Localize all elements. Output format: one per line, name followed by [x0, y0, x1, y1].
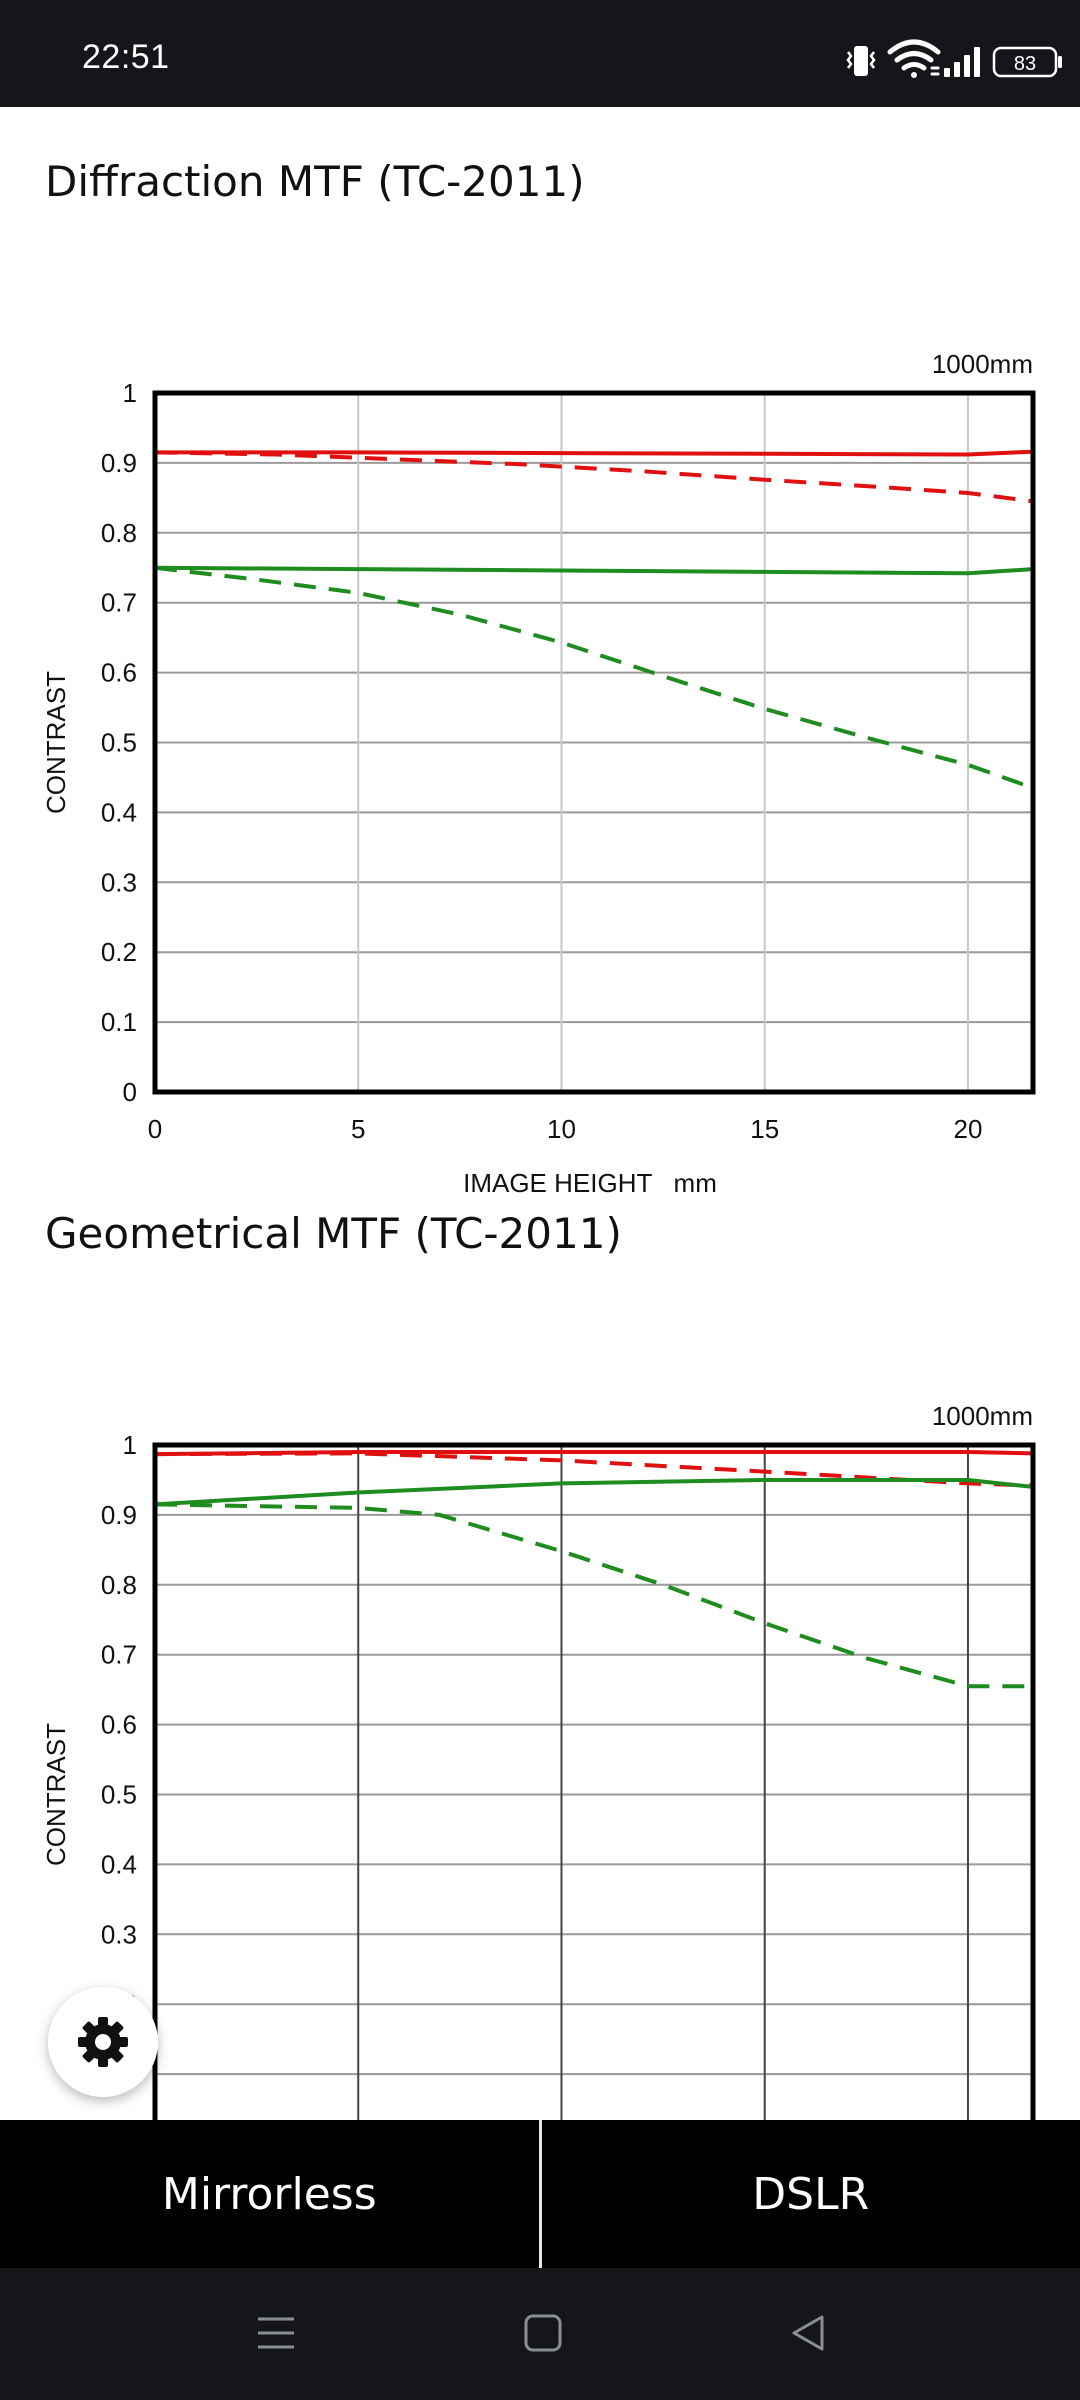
series-line-2: [154, 450, 1034, 504]
series-line-4: [154, 565, 1034, 790]
diffraction-mtf-chart: 00.10.20.30.40.50.60.70.80.910 5 10 15 20100…: [41, 349, 1036, 1198]
y-tick-label: 0.8: [101, 518, 137, 548]
plot-area: [155, 1445, 1033, 2120]
x-tick-label: 20: [954, 1114, 983, 1144]
chart-title-geometrical: Geometrical MTF (TC-2011): [45, 1209, 622, 1258]
chart-title-diffraction: Diffraction MTF (TC-2011): [45, 157, 585, 206]
gear-icon: [78, 2017, 128, 2067]
x-tick-label: 15: [750, 1114, 779, 1144]
series-line-1: [155, 449, 1034, 457]
series-line-1: [154, 1450, 1034, 1457]
series-line-3: [154, 565, 1034, 576]
y-axis-label: CONTRAST: [41, 671, 71, 814]
y-tick-label: 0.4: [101, 1849, 137, 1879]
y-tick-label: 0.7: [101, 588, 137, 618]
y-tick-label: 0.4: [101, 797, 137, 827]
x-tick-label: 10: [547, 1114, 576, 1144]
back-icon[interactable]: [788, 2313, 828, 2353]
series-line-2: [154, 1451, 1034, 1488]
battery-icon: 83: [992, 46, 1062, 78]
y-tick-label: 1: [123, 378, 137, 408]
y-tick-label: 0.2: [101, 937, 137, 967]
x-axis-label: IMAGE HEIGHT mm: [463, 1168, 717, 1198]
y-axis-label: CONTRAST: [41, 1723, 71, 1866]
y-tick-label: 0.6: [101, 658, 137, 688]
bottom-tab-bar: Mirrorless DSLR: [0, 2120, 1080, 2268]
y-tick-label: 0.6: [101, 1710, 137, 1740]
series-line-4: [154, 1502, 1033, 1689]
x-tick-label: 0: [148, 1114, 162, 1144]
y-tick-label: 0.5: [101, 1780, 137, 1810]
wifi-icon: [887, 39, 941, 78]
y-tick-label: 0.7: [101, 1640, 137, 1670]
y-tick-label: 1: [123, 1430, 137, 1460]
y-tick-label: 0.9: [101, 448, 137, 478]
battery-level: 83: [1014, 53, 1036, 75]
plot-frame: [152, 1442, 1036, 2120]
tab-divider: [538, 2120, 542, 2268]
y-tick-label: 0: [123, 1077, 137, 1107]
tab-dslr[interactable]: DSLR: [752, 2168, 870, 2220]
tab-mirrorless[interactable]: Mirrorless: [161, 2168, 377, 2220]
y-tick-label: 0.3: [101, 1919, 137, 1949]
y-tick-label: 0.1: [101, 1007, 137, 1037]
frequency-label: 1000mm: [932, 1401, 1033, 1431]
series-line-3: [154, 1478, 1034, 1507]
geometrical-mtf-chart: 0.10.20.30.40.50.60.70.80.91051015201000…: [41, 1401, 1036, 2120]
settings-button[interactable]: [48, 1987, 158, 2097]
plot-frame: [152, 390, 1036, 1095]
home-icon[interactable]: [523, 2313, 563, 2353]
frequency-label: 1000mm: [932, 349, 1033, 379]
y-tick-label: 0.9: [101, 1500, 137, 1530]
status-icons: 83: [846, 39, 1062, 78]
menu-icon[interactable]: [256, 2313, 296, 2353]
y-tick-label: 0.5: [101, 728, 137, 758]
y-tick-label: 0.3: [101, 867, 137, 897]
status-bar: 22:51 83: [0, 0, 1080, 107]
system-nav-bar: [0, 2268, 1080, 2400]
vibrate-icon: [846, 46, 876, 76]
y-tick-label: 0.8: [101, 1570, 137, 1600]
content-area[interactable]: Diffraction MTF (TC-2011) 0 0.1 0.2 0.3 0.4 0…: [0, 107, 1080, 2120]
x-tick-label: 5: [351, 1114, 365, 1144]
signal-icon: [944, 47, 980, 77]
status-time: 22:51: [82, 38, 170, 76]
